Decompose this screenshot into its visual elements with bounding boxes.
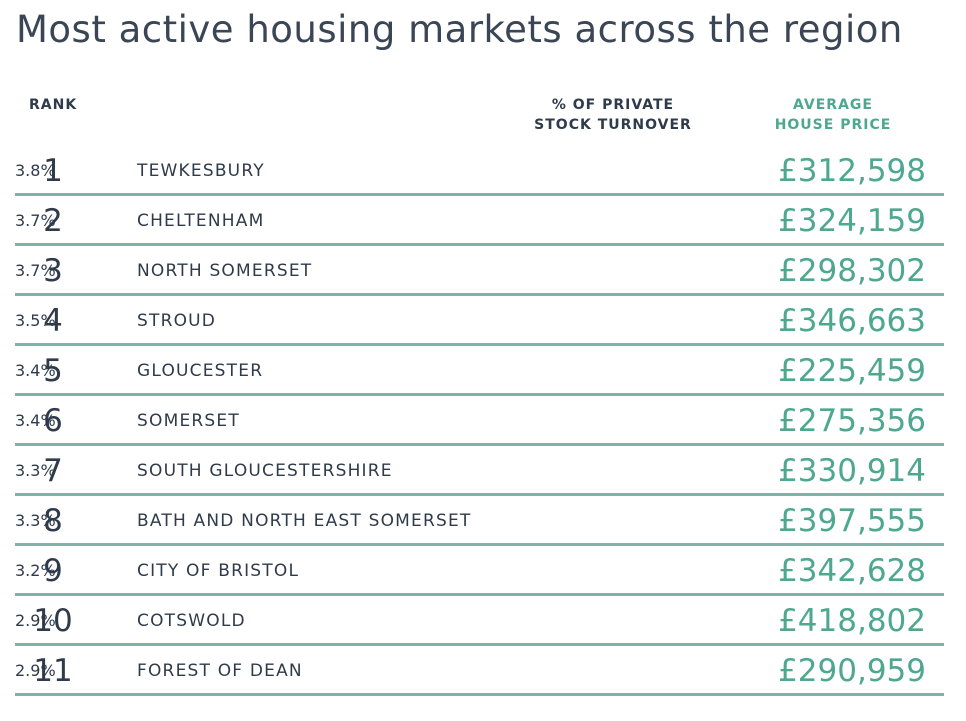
house-price-cell: £298,302: [778, 253, 926, 289]
area-name-cell: FOREST OF DEAN: [137, 661, 303, 681]
turnover-value-cell: 3.2%: [15, 561, 56, 580]
rank-cell: 1: [43, 153, 63, 189]
rank-cell: 8: [43, 503, 63, 539]
area-name-cell: SOUTH GLOUCESTERSHIRE: [137, 461, 393, 481]
turnover-column-header: % OF PRIVATE STOCK TURNOVER: [522, 95, 704, 135]
turnover-value-cell: 3.3%: [15, 461, 56, 480]
area-name-cell: GLOUCESTER: [137, 361, 264, 381]
table-row: 2 CHELTENHAM 3.7% £324,159: [15, 196, 944, 246]
rank-cell: 5: [43, 353, 63, 389]
turnover-header-line-2: STOCK TURNOVER: [534, 117, 692, 133]
table-row: 11 FOREST OF DEAN 2.9% £290,959: [15, 646, 944, 696]
area-name-cell: CITY OF BRISTOL: [137, 561, 300, 581]
turnover-value-cell: 3.8%: [15, 161, 56, 180]
rank-cell: 7: [43, 453, 63, 489]
house-price-cell: £330,914: [778, 453, 926, 489]
turnover-value-cell: 3.5%: [15, 311, 56, 330]
table-row: 7 SOUTH GLOUCESTERSHIRE 3.3% £330,914: [15, 446, 944, 496]
table-row: 5 GLOUCESTER 3.4% £225,459: [15, 346, 944, 396]
house-price-cell: £275,356: [778, 403, 926, 439]
area-name-cell: BATH AND NORTH EAST SOMERSET: [137, 511, 472, 531]
table-row: 9 CITY OF BRISTOL 3.2% £342,628: [15, 546, 944, 596]
price-header-line-1: AVERAGE: [793, 97, 873, 113]
area-name-cell: TEWKESBURY: [137, 161, 265, 181]
house-price-cell: £225,459: [778, 353, 926, 389]
table-row: 6 SOMERSET 3.4% £275,356: [15, 396, 944, 446]
house-price-cell: £397,555: [778, 503, 926, 539]
rank-cell: 11: [33, 653, 73, 689]
turnover-value-cell: 3.4%: [15, 361, 56, 380]
house-price-cell: £290,959: [778, 653, 926, 689]
rank-cell: 4: [43, 303, 63, 339]
table-row: 10 COTSWOLD 2.9% £418,802: [15, 596, 944, 646]
turnover-value-cell: 2.9%: [15, 611, 56, 630]
turnover-value-cell: 2.9%: [15, 661, 56, 680]
area-name-cell: CHELTENHAM: [137, 211, 265, 231]
rank-column-header: RANK: [29, 97, 78, 113]
page-title: Most active housing markets across the r…: [16, 8, 903, 51]
price-header-line-2: HOUSE PRICE: [774, 117, 892, 133]
rank-cell: 3: [43, 253, 63, 289]
turnover-value-cell: 3.4%: [15, 411, 56, 430]
ranking-table: 1 TEWKESBURY 3.8% £312,598 2 CHELTENHAM 3.7% £3…: [15, 146, 944, 696]
house-price-cell: £418,802: [778, 603, 926, 639]
table-row: 8 BATH AND NORTH EAST SOMERSET 3.3% £397,55…: [15, 496, 944, 546]
turnover-value-cell: 3.7%: [15, 211, 56, 230]
rank-cell: 10: [33, 603, 73, 639]
turnover-value-cell: 3.7%: [15, 261, 56, 280]
area-name-cell: SOMERSET: [137, 411, 240, 431]
area-name-cell: COTSWOLD: [137, 611, 246, 631]
house-price-cell: £324,159: [778, 203, 926, 239]
area-name-cell: STROUD: [137, 311, 217, 331]
house-price-cell: £342,628: [778, 553, 926, 589]
rank-cell: 6: [43, 403, 63, 439]
table-row: 1 TEWKESBURY 3.8% £312,598: [15, 146, 944, 196]
house-price-cell: £346,663: [778, 303, 926, 339]
price-column-header: AVERAGE HOUSE PRICE: [740, 95, 926, 135]
rank-cell: 2: [43, 203, 63, 239]
table-row: 4 STROUD 3.5% £346,663: [15, 296, 944, 346]
house-price-cell: £312,598: [778, 153, 926, 189]
turnover-value-cell: 3.3%: [15, 511, 56, 530]
rank-cell: 9: [43, 553, 63, 589]
turnover-header-line-1: % OF PRIVATE: [551, 97, 675, 113]
table-row: 3 NORTH SOMERSET 3.7% £298,302: [15, 246, 944, 296]
area-name-cell: NORTH SOMERSET: [137, 261, 313, 281]
